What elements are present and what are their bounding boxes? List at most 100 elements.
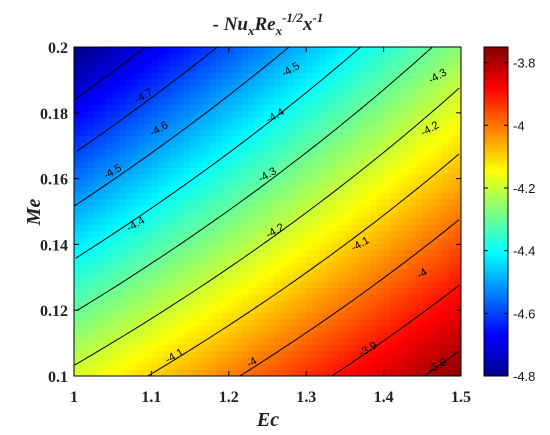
heatmap-cell (377, 148, 385, 156)
heatmap-cell (306, 198, 314, 206)
heatmap-cell (448, 53, 456, 61)
heatmap-cell (164, 262, 172, 270)
heatmap-cell (222, 91, 230, 99)
colorbar-ticks: -3.8-4-4.2-4.4-4.6-4.8 (484, 56, 535, 384)
heatmap-cell (119, 306, 127, 314)
heatmap-cell (280, 331, 288, 339)
heatmap-cell (157, 363, 165, 371)
heatmap-cell (454, 47, 461, 54)
heatmap-cell (267, 141, 275, 149)
heatmap-cell (377, 198, 385, 206)
heatmap-cell (125, 78, 133, 86)
heatmap-cell (190, 122, 198, 130)
heatmap-cell (344, 287, 352, 295)
heatmap-cell (254, 129, 262, 137)
heatmap-cell (196, 59, 204, 67)
heatmap-cell (235, 91, 243, 99)
heatmap-cell (235, 103, 243, 111)
heatmap-cell (170, 116, 178, 124)
heatmap-cell (86, 160, 94, 168)
heatmap-cell (280, 369, 288, 376)
heatmap-cell (402, 274, 410, 282)
heatmap-cell (93, 211, 101, 219)
heatmap-cell (364, 319, 372, 326)
heatmap-cell (254, 173, 262, 181)
heatmap-cell (293, 357, 301, 364)
heatmap-cell (370, 236, 378, 244)
heatmap-cell (209, 173, 217, 181)
heatmap-cell (80, 97, 88, 105)
heatmap-cell (183, 306, 191, 314)
heatmap-cell (299, 344, 307, 352)
heatmap-cell (138, 331, 146, 339)
heatmap-cell (306, 192, 314, 200)
heatmap-cell (441, 344, 449, 352)
heatmap-cell (415, 236, 423, 244)
heatmap-cell (164, 319, 172, 326)
heatmap-cell (112, 268, 120, 276)
heatmap-cell (319, 312, 327, 320)
heatmap-cell (254, 306, 262, 314)
heatmap-cell (286, 350, 294, 358)
heatmap-cell (286, 135, 294, 143)
heatmap-cell (454, 103, 461, 111)
heatmap-cell (93, 217, 101, 225)
heatmap-cell (80, 53, 88, 61)
heatmap-cell (144, 47, 152, 54)
y-tick-label: 0.16 (40, 172, 68, 189)
heatmap-cell (415, 369, 423, 376)
heatmap-cell (435, 357, 443, 364)
heatmap-cell (364, 255, 372, 263)
heatmap-cell (299, 65, 307, 73)
heatmap-cell (312, 116, 320, 124)
heatmap-cell (351, 192, 359, 200)
heatmap-cell (396, 281, 404, 289)
heatmap-cell (144, 110, 152, 118)
heatmap-cell (454, 129, 461, 137)
heatmap-cell (332, 338, 340, 345)
heatmap-cell (428, 198, 436, 206)
heatmap-cell (157, 59, 165, 67)
heatmap-cell (106, 65, 114, 73)
heatmap-cell (364, 78, 372, 86)
heatmap-cell (267, 255, 275, 263)
heatmap-cell (209, 141, 217, 149)
heatmap-cell (125, 186, 133, 194)
heatmap-cell (248, 268, 256, 276)
heatmap-cell (106, 59, 114, 67)
heatmap-cell (299, 236, 307, 244)
heatmap-cell (86, 281, 94, 289)
heatmap-cell (319, 47, 327, 54)
heatmap-cell (280, 287, 288, 295)
heatmap-cell (93, 167, 101, 175)
heatmap-cell (183, 173, 191, 181)
heatmap-cell (299, 287, 307, 295)
heatmap-cell (138, 255, 146, 263)
heatmap-cell (190, 148, 198, 156)
heatmap-cell (170, 129, 178, 137)
heatmap-cell (170, 141, 178, 149)
heatmap-cell (203, 179, 211, 187)
heatmap-cell (377, 293, 385, 301)
heatmap-cell (132, 47, 140, 54)
heatmap-cell (235, 211, 243, 219)
heatmap-cell (93, 300, 101, 308)
heatmap-cell (422, 230, 430, 238)
heatmap-cell (286, 262, 294, 270)
heatmap-cell (280, 97, 288, 105)
heatmap-cell (119, 91, 127, 99)
heatmap-cell (86, 268, 94, 276)
heatmap-cell (267, 357, 275, 364)
heatmap-cell (138, 154, 146, 162)
heatmap-cell (396, 331, 404, 339)
heatmap-cell (273, 129, 281, 137)
heatmap-cell (99, 293, 107, 301)
heatmap-cell (377, 173, 385, 181)
heatmap-cell (332, 205, 340, 213)
heatmap-cell (177, 217, 185, 225)
heatmap-cell (280, 224, 288, 232)
heatmap-cell (344, 205, 352, 213)
heatmap-cell (441, 350, 449, 358)
heatmap-cell (370, 217, 378, 225)
heatmap-cell (170, 262, 178, 270)
